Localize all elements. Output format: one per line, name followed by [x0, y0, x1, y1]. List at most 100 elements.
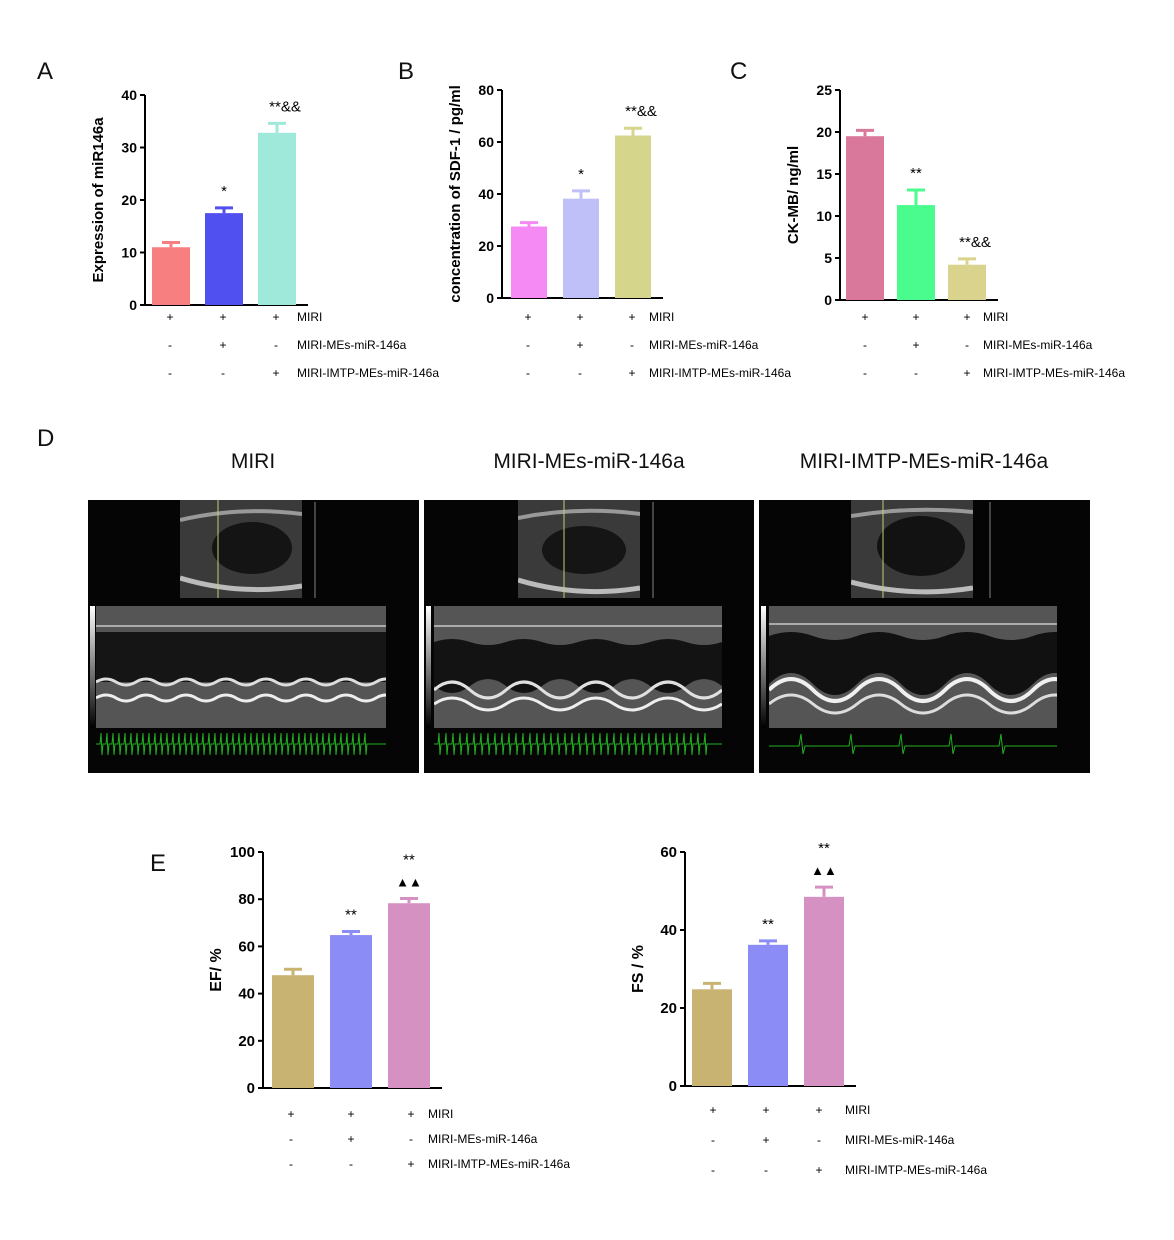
panel-letter-b: B [398, 58, 415, 85]
y-tick-label: 15 [816, 166, 832, 182]
mmode-trace [96, 606, 386, 728]
condition-sign: + [166, 310, 173, 324]
condition-label: MIRI-IMTP-MEs-miR-146a [983, 366, 1125, 380]
condition-label: MIRI [983, 310, 1008, 324]
condition-sign: - [168, 366, 172, 380]
bar [272, 975, 314, 1088]
condition-sign: + [963, 310, 970, 324]
bar [846, 136, 884, 300]
y-tick-label: 80 [478, 82, 494, 98]
condition-sign: + [912, 338, 919, 352]
condition-sign: + [407, 1107, 414, 1121]
condition-sign: - [289, 1157, 293, 1171]
y-tick-label: 20 [816, 124, 832, 140]
bar [388, 903, 430, 1088]
significance-label: **&& [959, 234, 991, 251]
y-tick-label: 40 [238, 986, 255, 1003]
y-axis-label: concentration of SDF-1 / pg/ml [447, 85, 464, 303]
ecg-trace [434, 732, 722, 756]
chart-expression-mir146a: 0 10 20 30 40 Expression of miR146a * **&& + + + MI… [90, 87, 439, 380]
y-tick-label: 0 [669, 1078, 677, 1095]
condition-sign: - [863, 366, 867, 380]
condition-label: MIRI-MEs-miR-146a [297, 338, 407, 352]
y-axis-label: FS / % [630, 945, 647, 993]
condition-sign: + [709, 1103, 716, 1117]
condition-sign: + [219, 338, 226, 352]
condition-label: MIRI-MEs-miR-146a [845, 1133, 955, 1147]
condition-sign: + [861, 310, 868, 324]
bar [152, 247, 190, 305]
condition-sign: + [912, 310, 919, 324]
condition-sign: - [274, 338, 278, 352]
y-tick-label: 60 [478, 134, 494, 150]
y-tick-label: 60 [660, 844, 677, 861]
bar [330, 935, 372, 1088]
y-tick-label: 30 [121, 140, 137, 156]
condition-label: MIRI [845, 1103, 870, 1117]
y-tick-label: 0 [486, 290, 494, 306]
bar [948, 264, 986, 300]
condition-sign: - [168, 338, 172, 352]
condition-sign: - [578, 366, 582, 380]
mmode-trace [434, 606, 722, 728]
condition-sign: + [762, 1133, 769, 1147]
ecg-trace [96, 732, 386, 756]
bar [692, 989, 732, 1086]
y-tick-label: 10 [121, 245, 137, 261]
y-tick-label: 20 [238, 1033, 255, 1050]
condition-sign: - [349, 1157, 353, 1171]
condition-label: MIRI [297, 310, 322, 324]
condition-label: MIRI-IMTP-MEs-miR-146a [428, 1157, 570, 1171]
y-tick-label: 40 [478, 186, 494, 202]
condition-sign: + [407, 1157, 414, 1171]
condition-sign: + [576, 310, 583, 324]
condition-sign: - [289, 1132, 293, 1146]
significance-label: ** [345, 907, 357, 924]
condition-sign: + [347, 1107, 354, 1121]
bar [258, 132, 296, 305]
bar [897, 205, 935, 300]
y-tick-label: 60 [238, 938, 255, 955]
bar [804, 896, 844, 1086]
echo-image-imtp [759, 500, 1090, 773]
condition-sign: - [965, 338, 969, 352]
condition-sign: + [272, 310, 279, 324]
condition-label: MIRI-MEs-miR-146a [428, 1132, 538, 1146]
significance-label: **&& [269, 98, 301, 115]
condition-sign: + [347, 1132, 354, 1146]
mmode-trace [769, 606, 1057, 728]
y-tick-label: 0 [129, 297, 137, 313]
y-axis-label: EF/ % [208, 948, 225, 992]
condition-sign: - [526, 366, 530, 380]
condition-label: MIRI-IMTP-MEs-miR-146a [845, 1163, 987, 1177]
bmode-view [180, 500, 302, 598]
y-tick-label: 40 [121, 87, 137, 103]
condition-sign: + [815, 1103, 822, 1117]
condition-sign: + [219, 310, 226, 324]
condition-sign: + [963, 366, 970, 380]
y-tick-label: 10 [816, 208, 832, 224]
chart-fs: 0 20 40 60 FS / % ** ** ▲▲ + + + MIRI - + - MIRI-MEs-mi… [630, 840, 987, 1177]
significance-label: ** [403, 851, 415, 868]
echo-title-imtp: MIRI-IMTP-MEs-miR-146a [799, 450, 1049, 473]
y-tick-label: 20 [660, 1000, 677, 1017]
significance-label: ** [818, 840, 830, 857]
ecg-trace [769, 733, 1057, 755]
bar [748, 944, 788, 1086]
condition-sign: - [914, 366, 918, 380]
significance-label: * [221, 183, 227, 200]
panel-letter-e: E [150, 850, 167, 877]
condition-sign: + [762, 1103, 769, 1117]
echo-title-mes: MIRI-MEs-miR-146a [493, 450, 685, 473]
significance-label: **&& [625, 103, 657, 120]
echo-title-miri: MIRI [230, 450, 276, 473]
panel-letter-a: A [37, 58, 54, 85]
bar [563, 198, 599, 298]
condition-sign: - [630, 338, 634, 352]
significance-label: ** [762, 916, 774, 933]
y-tick-label: 40 [660, 922, 677, 939]
condition-sign: + [272, 366, 279, 380]
condition-sign: - [409, 1132, 413, 1146]
chart-ef: 0 20 40 60 80 100 EF/ % ** ** ▲▲ + + + MIRI - + - MIRI-ME… [208, 844, 570, 1171]
